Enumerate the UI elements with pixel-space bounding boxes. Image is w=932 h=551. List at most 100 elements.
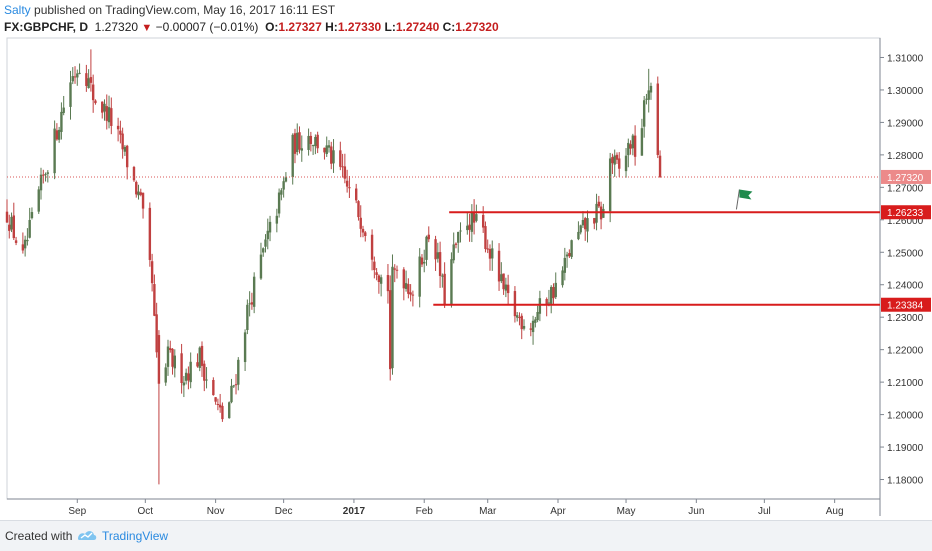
candle-body — [205, 379, 208, 381]
published-text: published on TradingView.com, May 16, 20… — [34, 3, 336, 17]
time-tick-label: Apr — [550, 506, 566, 517]
candle-body — [164, 367, 167, 383]
tradingview-logo-icon[interactable] — [76, 527, 98, 543]
time-tick-label: Aug — [826, 506, 844, 517]
candle-body — [298, 132, 301, 150]
candle-body — [339, 150, 342, 167]
candle-body — [119, 130, 122, 135]
time-tick-label: Dec — [275, 506, 293, 517]
price-tick-label: 1.29000 — [887, 118, 924, 129]
candle-body — [466, 225, 469, 231]
candle-body — [481, 214, 485, 228]
author-name[interactable]: Salty — [4, 3, 31, 17]
candle-body — [629, 144, 632, 149]
candle-body — [30, 212, 34, 219]
plot-area[interactable] — [6, 37, 881, 500]
candle-body — [214, 397, 217, 402]
last-price: 1.27320 — [94, 20, 139, 34]
candle-body — [12, 215, 16, 239]
ohlc-bar: FX:GBPCHF, D 1.27320 ▼ −0.00007 (−0.01%)… — [4, 20, 499, 34]
open-value: 1.27327 — [278, 20, 322, 34]
candle-body — [91, 84, 95, 101]
candle-body — [10, 216, 13, 230]
candle-body — [137, 191, 140, 196]
candle-body — [150, 261, 154, 284]
candle-body — [139, 192, 142, 195]
candle-body — [348, 187, 351, 189]
price-axis[interactable]: 1.31000 1.30000 1.29000 1.28000 1.27000 1.260… — [880, 53, 924, 487]
tradingview-brand[interactable]: TradingView — [102, 529, 169, 543]
price-tick-label: 1.19000 — [887, 443, 924, 454]
price-chart[interactable]: 1.31000 1.30000 1.29000 1.28000 1.27000 1.260… — [0, 0, 932, 520]
symbol-label[interactable]: FX:GBPCHF, D — [4, 20, 88, 34]
candle-body — [597, 201, 601, 207]
flag-icon[interactable] — [739, 189, 753, 200]
candle-body — [434, 239, 437, 260]
candle-body — [26, 239, 29, 242]
candle-body — [157, 335, 161, 384]
candle-body — [23, 239, 27, 249]
candle-body — [148, 207, 152, 260]
candle-body — [343, 166, 347, 179]
price-tick-label: 1.31000 — [887, 53, 924, 64]
candle-body — [395, 269, 399, 271]
candle-body — [472, 211, 476, 223]
candle-body — [76, 73, 79, 78]
candle-body — [103, 103, 106, 112]
candle-body — [515, 315, 519, 318]
candle-body — [55, 130, 59, 140]
candle-body — [171, 348, 174, 367]
candle-body — [633, 135, 637, 157]
candle-body — [459, 230, 462, 232]
time-tick-label: Nov — [207, 506, 225, 517]
candle-body — [78, 72, 81, 74]
candle-body — [116, 125, 120, 130]
candle-body — [180, 353, 183, 383]
candle-body — [579, 225, 582, 233]
time-axis[interactable]: Sep Oct Nov Dec 2017 Feb Mar Apr May Jun Jul Aug — [68, 499, 844, 517]
candle-body — [345, 180, 349, 187]
candle-body — [361, 228, 365, 233]
candle-body — [536, 311, 539, 321]
candle-body — [645, 98, 648, 100]
candle-body — [568, 253, 571, 257]
created-with-label: Created with — [5, 529, 73, 543]
candle-body — [221, 405, 224, 420]
candle-body — [364, 232, 367, 236]
candle-body — [520, 315, 523, 330]
price-tick-label: 1.28000 — [887, 151, 924, 162]
candle-body — [243, 332, 247, 363]
candle-body — [581, 220, 585, 226]
close-value: 1.27320 — [455, 20, 499, 34]
candle-body — [554, 282, 557, 298]
level-price-label: 1.26233 — [887, 208, 924, 219]
candle-body — [8, 224, 11, 231]
candle-body — [423, 261, 426, 264]
open-label: O: — [265, 20, 279, 34]
candle-body — [62, 107, 65, 113]
candle-body — [593, 218, 596, 224]
candle-body — [570, 240, 573, 257]
candle-body — [203, 363, 206, 381]
price-tick-label: 1.27000 — [887, 183, 924, 194]
candle-body — [264, 239, 267, 247]
candle-body — [200, 345, 204, 366]
candle-body — [252, 276, 256, 307]
candle-body — [565, 254, 569, 257]
price-tick-label: 1.26000 — [887, 216, 924, 227]
time-tick-label: Jun — [688, 506, 704, 517]
candle-body — [488, 248, 492, 259]
candle-body — [407, 284, 410, 294]
candle-body — [561, 270, 564, 286]
current-price-label: 1.27320 — [887, 173, 924, 184]
candle-body — [656, 83, 659, 155]
candle-body — [101, 101, 104, 113]
candle-body — [640, 128, 644, 156]
candle-body — [332, 150, 335, 164]
candle-body — [284, 177, 288, 182]
price-tick-label: 1.24000 — [887, 281, 924, 292]
candle-body — [484, 226, 487, 249]
candle-body — [250, 302, 254, 305]
candle-body — [107, 107, 111, 123]
candle-body — [196, 362, 199, 367]
